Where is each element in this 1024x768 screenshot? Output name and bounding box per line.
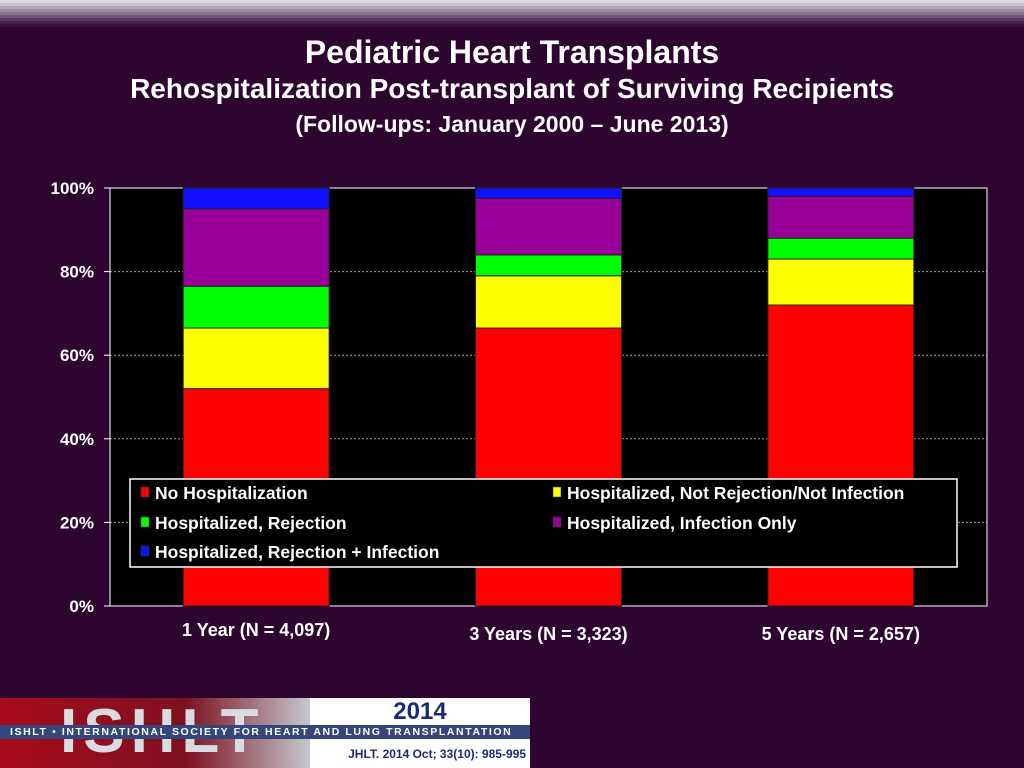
bar-hospitalized-infection-only [475, 197, 622, 256]
legend-label: No Hospitalization [155, 483, 308, 503]
legend-swatch [140, 545, 150, 557]
slide-subtitle: Rehospitalization Post-transplant of Sur… [130, 73, 894, 104]
ishlt-footer: ISHLT ISHLT • INTERNATIONAL SOCIETY FOR … [0, 697, 530, 768]
legend-label: Hospitalized, Rejection [155, 513, 347, 533]
bar-hospitalized-rejection-infection [182, 187, 330, 210]
y-tick-label: 0% [69, 597, 94, 616]
legend-swatch [140, 486, 150, 498]
legend-box [129, 478, 958, 568]
slide-title: Pediatric Heart Transplants [304, 34, 720, 70]
legend-swatch [552, 486, 562, 498]
x-category-label: 3 Years (N = 3,323) [469, 624, 627, 644]
x-category-label: 1 Year (N = 4,097) [182, 620, 330, 640]
bar-hospitalized-rejection-infection [767, 187, 915, 197]
legend-label: Hospitalized, Not Rejection/Not Infectio… [567, 483, 904, 503]
bar-hospitalized-not-rejection-not-infection [475, 275, 622, 329]
bar-hospitalized-rejection [475, 254, 622, 277]
legend-label: Hospitalized, Rejection + Infection [155, 542, 439, 562]
bar-hospitalized-rejection [182, 285, 330, 329]
org-name-strip: ISHLT • INTERNATIONAL SOCIETY FOR HEART … [0, 725, 530, 739]
y-tick-label: 40% [60, 430, 94, 449]
slide-subtitle-followups: (Follow-ups: January 2000 – June 2013) [295, 111, 729, 137]
y-tick-label: 80% [60, 263, 94, 282]
bar-hospitalized-rejection [767, 237, 915, 260]
bar-hospitalized-not-rejection-not-infection [182, 327, 330, 390]
citation: JHLT. 2014 Oct; 33(10): 985-995 [313, 741, 530, 768]
stacked-bar-chart: 0% 20% 40% 60% 80% 100% 1 Year (N = 4,097) 3 Ye… [51, 179, 988, 644]
bar-hospitalized-infection-only [767, 195, 915, 239]
legend-swatch [140, 516, 150, 528]
report-year: 2014 [393, 698, 447, 725]
bar-hospitalized-rejection-infection [475, 187, 622, 199]
legend-label: Hospitalized, Infection Only [567, 513, 797, 533]
y-tick-label: 20% [60, 513, 94, 532]
top-band [0, 0, 1024, 30]
y-tick-label: 60% [60, 346, 94, 365]
bar-hospitalized-not-rejection-not-infection [767, 258, 915, 306]
y-tick-label: 100% [51, 179, 94, 198]
legend-swatch [552, 516, 562, 528]
slide-title-block: Pediatric Heart Transplants Rehospitaliz… [0, 32, 1024, 142]
bar-hospitalized-infection-only [182, 208, 330, 287]
x-category-label: 5 Years (N = 2,657) [762, 624, 920, 644]
